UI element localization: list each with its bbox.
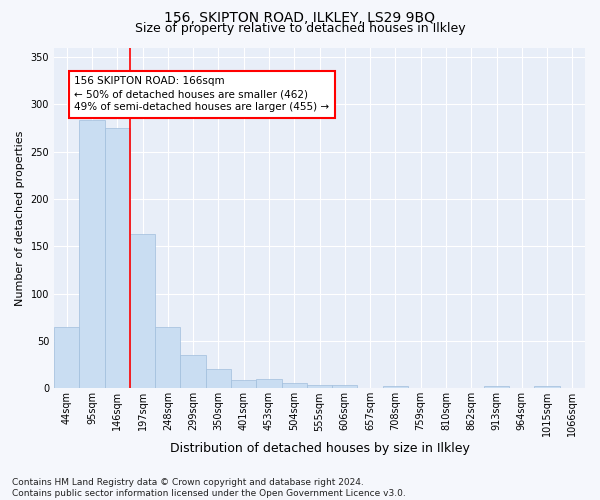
Bar xyxy=(281,382,307,388)
Bar xyxy=(181,355,206,388)
Bar xyxy=(231,380,256,388)
Bar xyxy=(54,327,79,388)
Text: Size of property relative to detached houses in Ilkley: Size of property relative to detached ho… xyxy=(134,22,466,35)
X-axis label: Distribution of detached houses by size in Ilkley: Distribution of detached houses by size … xyxy=(170,442,469,455)
Bar xyxy=(256,379,281,388)
Bar xyxy=(484,386,509,388)
Bar xyxy=(206,370,231,388)
Bar xyxy=(130,234,155,388)
Bar xyxy=(383,386,408,388)
Bar xyxy=(535,386,560,388)
Bar xyxy=(79,120,104,388)
Text: 156 SKIPTON ROAD: 166sqm
← 50% of detached houses are smaller (462)
49% of semi-: 156 SKIPTON ROAD: 166sqm ← 50% of detach… xyxy=(74,76,329,112)
Y-axis label: Number of detached properties: Number of detached properties xyxy=(15,130,25,306)
Text: Contains HM Land Registry data © Crown copyright and database right 2024.
Contai: Contains HM Land Registry data © Crown c… xyxy=(12,478,406,498)
Text: 156, SKIPTON ROAD, ILKLEY, LS29 9BQ: 156, SKIPTON ROAD, ILKLEY, LS29 9BQ xyxy=(164,11,436,25)
Bar xyxy=(104,128,130,388)
Bar xyxy=(307,384,332,388)
Bar xyxy=(155,327,181,388)
Bar xyxy=(332,386,358,388)
